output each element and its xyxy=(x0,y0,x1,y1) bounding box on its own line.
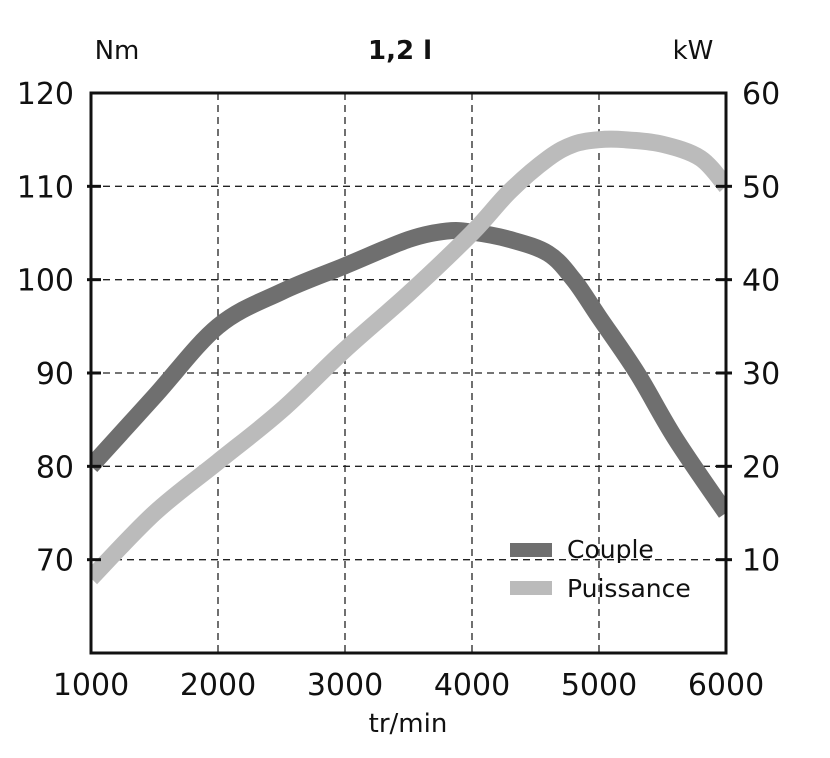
right-tick-label: 50 xyxy=(742,170,780,205)
chart-title: 1,2 l xyxy=(368,36,432,66)
series-lines xyxy=(91,130,726,585)
left-tick-label: 100 xyxy=(17,264,74,299)
legend-label-puissance: Puissance xyxy=(567,574,691,603)
x-tick-label: 5000 xyxy=(561,668,637,703)
right-tick-label: 10 xyxy=(742,544,780,579)
series-line-puissance xyxy=(91,130,726,585)
legend-label-couple: Couple xyxy=(567,535,654,564)
right-tick-label: 20 xyxy=(742,450,780,485)
axis-ticks: 1000 2000 3000 4000 5000 6000 70 80 90 100 110 120 1… xyxy=(17,77,780,703)
x-tick-label: 1000 xyxy=(53,668,129,703)
right-tick-label: 30 xyxy=(742,357,780,392)
right-tick-label: 40 xyxy=(742,264,780,299)
left-tick-label: 90 xyxy=(36,357,74,392)
x-tick-label: 2000 xyxy=(180,668,256,703)
series-line-couple xyxy=(91,222,726,518)
left-tick-label: 110 xyxy=(17,170,74,205)
left-tick-label: 70 xyxy=(36,544,74,579)
grid xyxy=(91,93,726,653)
x-tick-label: 4000 xyxy=(434,668,510,703)
x-tick-label: 3000 xyxy=(307,668,383,703)
left-tick-label: 80 xyxy=(36,450,74,485)
x-tick-label: 6000 xyxy=(688,668,764,703)
right-tick-label: 60 xyxy=(742,77,780,112)
left-tick-label: 120 xyxy=(17,77,74,112)
x-axis-label: tr/min xyxy=(369,709,448,739)
right-axis-unit: kW xyxy=(673,36,714,66)
left-axis-unit: Nm xyxy=(95,36,140,66)
legend: Couple Puissance xyxy=(510,535,691,603)
